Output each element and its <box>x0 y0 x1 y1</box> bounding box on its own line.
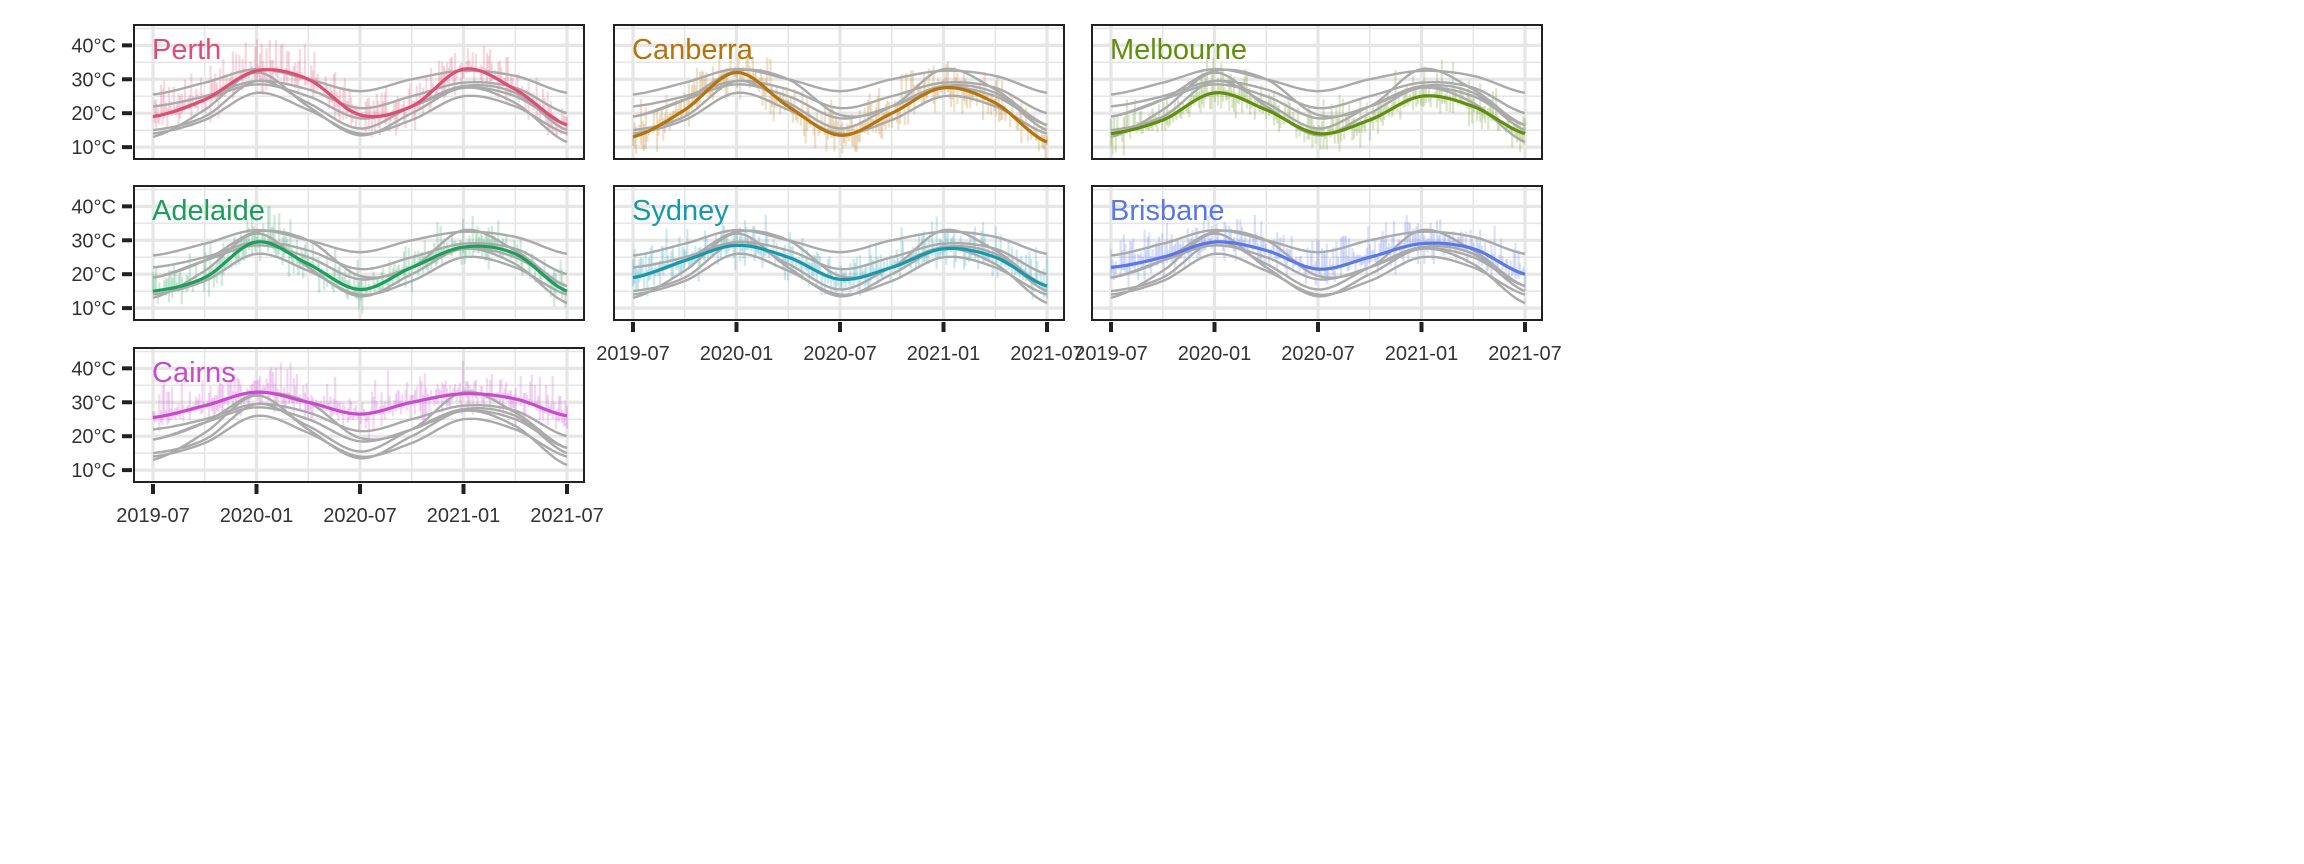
x-tick-label: 2021-01 <box>907 343 980 365</box>
comparison-line-adelaide <box>152 402 568 455</box>
series-line-melbourne <box>1110 91 1526 136</box>
x-tick-label: 2020-07 <box>1281 343 1354 365</box>
panel-frame <box>1091 185 1543 321</box>
comparison-line-cairns <box>152 228 568 257</box>
comparison-line-adelaide <box>1110 79 1526 132</box>
comparison-line-canberra <box>152 394 568 467</box>
comparison-line-adelaide <box>632 79 1048 132</box>
comparison-line-cairns <box>632 67 1048 96</box>
x-tick-label: 2020-01 <box>1178 343 1251 365</box>
comparison-line-sydney <box>152 406 568 450</box>
panel-title: Brisbane <box>1110 195 1224 227</box>
comparison-line-melbourne <box>632 252 1048 297</box>
panel-canberra: Canberra <box>613 24 1065 160</box>
comparison-line-canberra <box>1110 232 1526 305</box>
comparison-line-melbourne <box>152 91 568 136</box>
x-tick-label: 2021-07 <box>1010 343 1083 365</box>
comparison-line-brisbane <box>152 402 568 438</box>
panel-frame <box>613 185 1065 321</box>
comparison-line-brisbane <box>152 240 568 276</box>
y-tick-label: 30°C <box>71 392 116 414</box>
comparison-line-melbourne <box>152 252 568 297</box>
y-tick-label: 40°C <box>71 35 116 57</box>
series-line-sydney <box>632 243 1048 288</box>
y-tick-label: 30°C <box>71 69 116 91</box>
panel-frame <box>133 347 585 483</box>
panel-title: Melbourne <box>1110 34 1247 66</box>
x-tick-label: 2021-01 <box>427 505 500 527</box>
comparison-line-melbourne <box>632 91 1048 136</box>
panel-cairns: Cairns 10°C 20°C 30°C 40°C 2019-07 2020-01 2020… <box>71 347 604 527</box>
series-line-perth <box>152 67 568 127</box>
comparison-line-melbourne <box>1110 252 1526 297</box>
y-tick-label: 20°C <box>71 426 116 448</box>
panel-title: Sydney <box>632 195 729 227</box>
comparison-line-brisbane <box>632 240 1048 276</box>
y-tick-label: 10°C <box>71 298 116 320</box>
panel-title: Canberra <box>632 34 754 66</box>
panel-title: Perth <box>152 34 221 66</box>
comparison-line-sydney <box>1110 244 1526 288</box>
panel-frame <box>133 185 585 321</box>
x-tick-label: 2021-07 <box>1488 343 1561 365</box>
y-tick-label: 10°C <box>71 137 116 159</box>
comparison-line-cairns <box>632 228 1048 257</box>
comparison-line-sydney <box>152 244 568 288</box>
series-line-canberra <box>632 70 1048 144</box>
y-tick-label: 20°C <box>71 103 116 125</box>
panel-melbourne: Melbourne <box>1091 24 1543 160</box>
panel-adelaide: Adelaide 10°C 20°C 30°C 40°C <box>71 185 585 321</box>
x-tick-label: 2019-07 <box>596 343 669 365</box>
comparison-line-canberra <box>152 232 568 305</box>
x-tick-label: 2019-07 <box>1074 343 1147 365</box>
x-tick-label: 2020-07 <box>323 505 396 527</box>
x-tick-label: 2020-01 <box>220 505 293 527</box>
y-tick-label: 20°C <box>71 264 116 286</box>
panel-title: Cairns <box>152 357 236 389</box>
comparison-line-adelaide <box>152 79 568 132</box>
x-tick-label: 2021-01 <box>1385 343 1458 365</box>
comparison-line-adelaide <box>1110 240 1526 293</box>
comparison-line-cairns <box>1110 67 1526 96</box>
series-line-cairns <box>152 390 568 420</box>
comparison-line-brisbane <box>632 79 1048 115</box>
x-tick-label: 2021-07 <box>530 505 603 527</box>
y-tick-label: 40°C <box>71 196 116 218</box>
panel-perth: Perth 10°C 20°C 30°C 40°C <box>71 24 585 160</box>
comparison-line-canberra <box>1110 71 1526 144</box>
comparison-line-adelaide <box>632 240 1048 293</box>
comparison-line-sydney <box>1110 83 1526 127</box>
panel-frame <box>133 24 585 160</box>
panel-frame <box>1091 24 1543 160</box>
series-line-adelaide <box>152 240 568 293</box>
y-tick-label: 30°C <box>71 230 116 252</box>
panel-frame <box>613 24 1065 160</box>
comparison-line-sydney <box>152 83 568 127</box>
x-tick-label: 2019-07 <box>116 505 189 527</box>
comparison-line-melbourne <box>152 414 568 459</box>
y-tick-label: 40°C <box>71 358 116 380</box>
series-line-brisbane <box>1110 240 1526 276</box>
y-tick-label: 10°C <box>71 460 116 482</box>
comparison-line-cairns <box>1110 228 1526 257</box>
panel-sydney: Sydney 2019-07 2020-01 2020-07 2021-01 2021-0… <box>596 185 1084 365</box>
comparison-line-brisbane <box>1110 79 1526 115</box>
panel-brisbane: Brisbane 2019-07 2020-01 2020-07 2021-01 2021… <box>1074 185 1562 365</box>
comparison-line-canberra <box>152 71 568 144</box>
comparison-line-canberra <box>632 232 1048 305</box>
x-tick-label: 2020-01 <box>700 343 773 365</box>
x-tick-label: 2020-07 <box>803 343 876 365</box>
comparison-line-cairns <box>152 67 568 96</box>
panel-title: Adelaide <box>152 195 265 227</box>
